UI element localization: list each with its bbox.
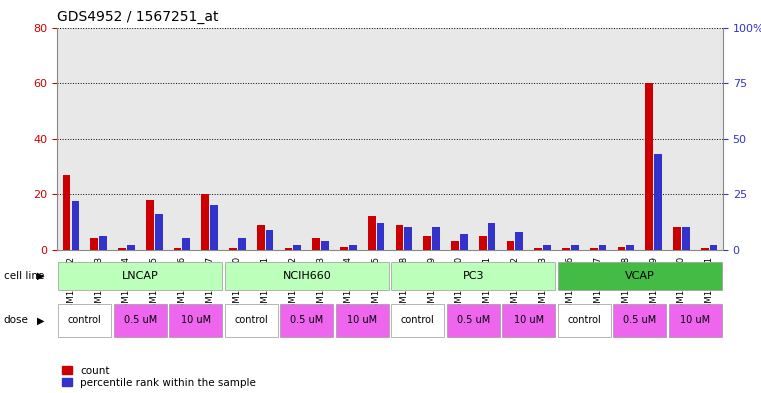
Bar bbox=[447, 304, 500, 337]
Bar bbox=[562, 248, 570, 250]
Bar bbox=[368, 216, 376, 250]
Text: LNCAP: LNCAP bbox=[122, 271, 159, 281]
Text: PC3: PC3 bbox=[463, 271, 484, 281]
Bar bbox=[280, 304, 333, 337]
Bar bbox=[377, 223, 384, 250]
Bar bbox=[114, 304, 167, 337]
Bar bbox=[59, 262, 222, 290]
Bar bbox=[432, 227, 440, 250]
Bar bbox=[312, 239, 320, 250]
Bar bbox=[127, 245, 135, 250]
Bar bbox=[146, 200, 154, 250]
Bar bbox=[645, 83, 653, 250]
Bar bbox=[349, 245, 357, 250]
Text: cell line: cell line bbox=[4, 271, 44, 281]
Bar bbox=[174, 248, 181, 250]
Bar bbox=[294, 245, 301, 250]
Text: NCIH660: NCIH660 bbox=[282, 271, 331, 281]
Bar bbox=[571, 245, 578, 250]
Bar bbox=[154, 214, 163, 250]
Bar bbox=[99, 236, 107, 250]
Bar bbox=[118, 248, 126, 250]
Text: dose: dose bbox=[4, 315, 29, 325]
Bar bbox=[613, 304, 666, 337]
Bar bbox=[543, 245, 551, 250]
Text: control: control bbox=[568, 315, 601, 325]
Text: 0.5 uM: 0.5 uM bbox=[290, 315, 323, 325]
Bar bbox=[404, 227, 412, 250]
Bar bbox=[669, 304, 721, 337]
Bar bbox=[451, 241, 459, 250]
Bar bbox=[285, 248, 292, 250]
Bar bbox=[396, 224, 403, 250]
Bar bbox=[479, 236, 486, 250]
Bar bbox=[682, 227, 689, 250]
Bar bbox=[673, 227, 681, 250]
Text: 10 uM: 10 uM bbox=[680, 315, 710, 325]
Bar bbox=[336, 304, 389, 337]
Text: 0.5 uM: 0.5 uM bbox=[124, 315, 157, 325]
Text: 10 uM: 10 uM bbox=[347, 315, 377, 325]
Bar bbox=[238, 239, 246, 250]
Bar bbox=[626, 245, 634, 250]
Bar bbox=[709, 245, 718, 250]
Bar bbox=[210, 205, 218, 250]
Bar bbox=[225, 262, 389, 290]
Bar bbox=[170, 304, 222, 337]
Bar bbox=[654, 154, 662, 250]
Text: 0.5 uM: 0.5 uM bbox=[623, 315, 656, 325]
Bar bbox=[62, 174, 70, 250]
Text: ▶: ▶ bbox=[37, 315, 44, 325]
Bar bbox=[534, 248, 542, 250]
Text: ▶: ▶ bbox=[37, 271, 44, 281]
Bar bbox=[91, 239, 98, 250]
Bar bbox=[617, 247, 626, 250]
Bar bbox=[202, 194, 209, 250]
Bar bbox=[321, 241, 329, 250]
Bar bbox=[183, 239, 190, 250]
Bar bbox=[558, 304, 610, 337]
Text: control: control bbox=[234, 315, 268, 325]
Text: 0.5 uM: 0.5 uM bbox=[457, 315, 490, 325]
Bar bbox=[225, 304, 278, 337]
Legend: count, percentile rank within the sample: count, percentile rank within the sample bbox=[62, 366, 256, 388]
Text: 10 uM: 10 uM bbox=[514, 315, 544, 325]
Bar bbox=[423, 236, 431, 250]
Bar bbox=[391, 304, 444, 337]
Text: control: control bbox=[401, 315, 435, 325]
Bar bbox=[599, 245, 607, 250]
Bar bbox=[502, 304, 555, 337]
Text: control: control bbox=[68, 315, 102, 325]
Bar bbox=[229, 248, 237, 250]
Bar bbox=[460, 234, 468, 250]
Bar bbox=[266, 230, 273, 250]
Bar bbox=[701, 248, 708, 250]
Bar bbox=[340, 247, 348, 250]
Text: 10 uM: 10 uM bbox=[180, 315, 211, 325]
Bar bbox=[515, 232, 523, 250]
Bar bbox=[558, 262, 721, 290]
Text: GDS4952 / 1567251_at: GDS4952 / 1567251_at bbox=[57, 10, 218, 24]
Bar bbox=[590, 248, 597, 250]
Bar bbox=[256, 224, 265, 250]
Bar bbox=[59, 304, 111, 337]
Bar bbox=[507, 241, 514, 250]
Bar bbox=[391, 262, 555, 290]
Text: VCAP: VCAP bbox=[625, 271, 654, 281]
Bar bbox=[488, 223, 495, 250]
Bar bbox=[72, 201, 79, 250]
